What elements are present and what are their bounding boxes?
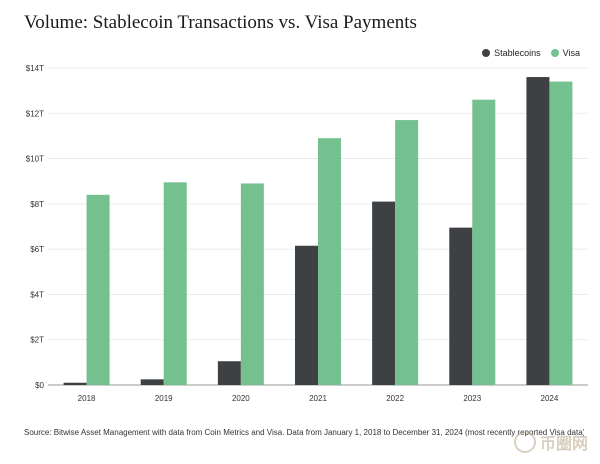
y-tick-label: $14T <box>26 64 44 73</box>
bar-visa <box>549 81 573 385</box>
x-tick-label: 2018 <box>78 394 96 403</box>
x-tick-label: 2024 <box>541 394 559 403</box>
x-tick-label: 2022 <box>386 394 404 403</box>
y-tick-label: $4T <box>30 290 44 299</box>
bar-stablecoins <box>217 361 241 385</box>
y-tick-label: $8T <box>30 200 44 209</box>
bar-visa <box>163 182 187 385</box>
bar-stablecoins <box>526 77 550 386</box>
bar-stablecoins <box>372 201 396 385</box>
bar-chart: $0 $2T $4T $6T $8T $10T $12T $14T 2018 2019 2020 20… <box>26 64 588 403</box>
y-tick-label: $0 <box>35 381 44 390</box>
watermark-logo-icon <box>513 431 536 453</box>
bar-visa <box>318 138 341 385</box>
watermark-text: 币圈网 <box>539 434 588 453</box>
legend-item-stablecoins: Stablecoins <box>482 48 541 58</box>
y-tick-label: $6T <box>30 245 44 254</box>
bar-stablecoins <box>63 382 87 385</box>
source-note: Source: Bitwise Asset Management with da… <box>24 428 584 437</box>
bar-stablecoins <box>449 227 473 385</box>
bar-stablecoins <box>140 379 164 385</box>
legend-swatch-visa <box>550 49 559 57</box>
legend-item-visa: Visa <box>550 48 580 58</box>
x-tick-label: 2020 <box>232 394 250 403</box>
bar-visa <box>240 183 264 385</box>
x-tick-label: 2023 <box>463 394 481 403</box>
chart-legend: Stablecoins Visa <box>482 48 580 58</box>
legend-swatch-stablecoins <box>482 49 491 57</box>
y-tick-label: $2T <box>30 336 44 345</box>
chart-title: Volume: Stablecoin Transactions vs. Visa… <box>24 12 417 33</box>
y-tick-label: $10T <box>26 155 44 164</box>
x-tick-label: 2021 <box>309 394 327 403</box>
bar-visa <box>472 99 496 385</box>
bar-visa <box>86 194 110 385</box>
bar-visa <box>395 120 419 385</box>
watermark: 币圈网 <box>513 430 588 454</box>
bar-stablecoins <box>295 245 318 385</box>
legend-label-stablecoins: Stablecoins <box>494 48 541 58</box>
legend-label-visa: Visa <box>562 48 580 58</box>
x-tick-label: 2019 <box>155 394 173 403</box>
y-tick-label: $12T <box>26 109 44 118</box>
